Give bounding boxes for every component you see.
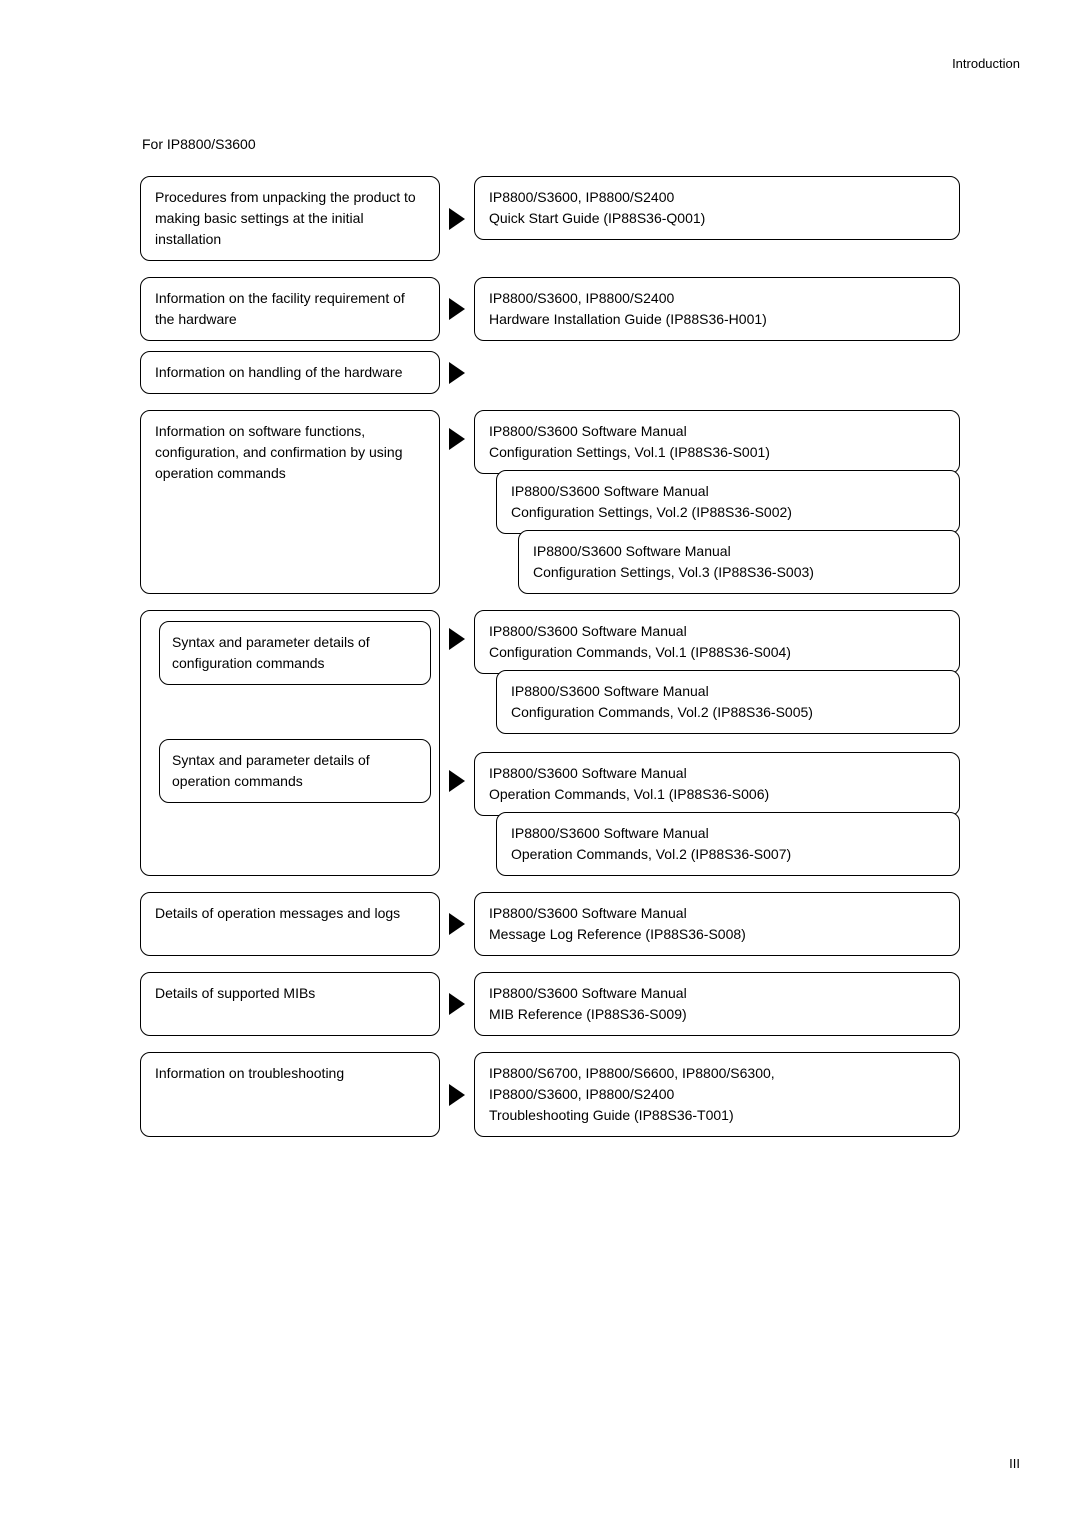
arrow-icon <box>449 770 465 792</box>
manual-box: IP8800/S3600 Software Manual Configurati… <box>496 670 960 734</box>
topic-box: Information on software functions, confi… <box>140 410 440 594</box>
manual-box: IP8800/S3600 Software Manual Message Log… <box>474 892 960 956</box>
topic-box: Syntax and parameter details of configur… <box>159 621 431 685</box>
manual-box: IP8800/S6700, IP8800/S6600, IP8800/S6300… <box>474 1052 960 1137</box>
arrow-icon <box>449 208 465 230</box>
topic-box: Information on troubleshooting <box>140 1052 440 1137</box>
topic-box: Syntax and parameter details of operatio… <box>159 739 431 803</box>
topic-box: Details of supported MIBs <box>140 972 440 1036</box>
diagram-row: Information on troubleshooting IP8800/S6… <box>140 1052 960 1137</box>
arrow-icon <box>449 1084 465 1106</box>
manual-box: IP8800/S3600 Software Manual Configurati… <box>474 610 960 674</box>
arrow-icon <box>449 298 465 320</box>
manual-box: IP8800/S3600 Software Manual Configurati… <box>496 470 960 534</box>
outer-container-box: Syntax and parameter details of configur… <box>140 610 440 876</box>
arrow-icon <box>449 913 465 935</box>
arrow-icon <box>449 362 465 384</box>
nested-group: Syntax and parameter details of configur… <box>140 610 960 876</box>
topic-box: Details of operation messages and logs <box>140 892 440 956</box>
diagram-row: Information on the facility requirement … <box>140 277 960 341</box>
arrow-icon <box>449 628 465 650</box>
header-section-label: Introduction <box>952 56 1020 71</box>
topic-box: Information on handling of the hardware <box>140 351 440 394</box>
arrow-icon <box>449 428 465 450</box>
manual-box: IP8800/S3600, IP8800/S2400 Quick Start G… <box>474 176 960 240</box>
page-number: III <box>1009 1456 1020 1471</box>
topic-box: Information on the facility requirement … <box>140 277 440 341</box>
diagram-row: Details of operation messages and logs I… <box>140 892 960 956</box>
manual-box: IP8800/S3600 Software Manual MIB Referen… <box>474 972 960 1036</box>
diagram-row: Information on software functions, confi… <box>140 410 960 594</box>
topic-box: Procedures from unpacking the product to… <box>140 176 440 261</box>
diagram-row: Procedures from unpacking the product to… <box>140 176 960 261</box>
manual-box: IP8800/S3600 Software Manual Configurati… <box>518 530 960 594</box>
section-title: For IP8800/S3600 <box>142 136 960 152</box>
diagram-row: Details of supported MIBs IP8800/S3600 S… <box>140 972 960 1036</box>
main-content: For IP8800/S3600 Procedures from unpacki… <box>140 136 960 1153</box>
manual-box: IP8800/S3600, IP8800/S2400 Hardware Inst… <box>474 277 960 341</box>
arrow-icon <box>449 993 465 1015</box>
manual-box: IP8800/S3600 Software Manual Configurati… <box>474 410 960 474</box>
manual-box: IP8800/S3600 Software Manual Operation C… <box>496 812 960 876</box>
manual-box: IP8800/S3600 Software Manual Operation C… <box>474 752 960 816</box>
diagram-row: Information on handling of the hardware <box>140 351 960 394</box>
